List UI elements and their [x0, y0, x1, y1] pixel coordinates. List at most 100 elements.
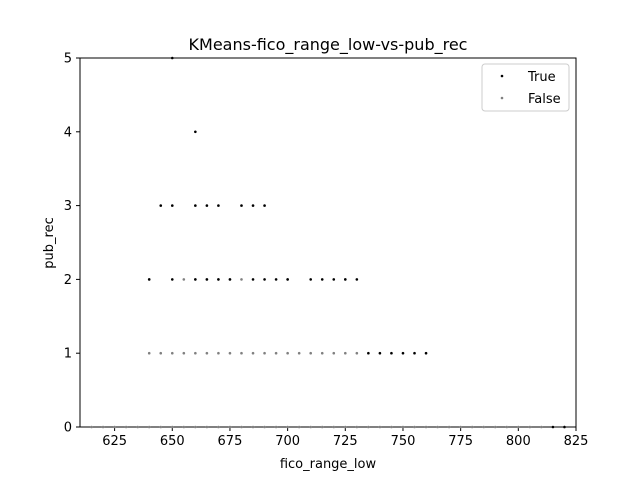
data-point-false — [297, 425, 301, 429]
data-point-false — [297, 351, 301, 355]
data-point-false — [332, 351, 336, 355]
x-tick-label: 825 — [564, 434, 589, 449]
data-point-false — [205, 425, 209, 429]
data-point-false — [424, 425, 428, 429]
data-point-true — [170, 204, 174, 207]
data-point-false — [286, 425, 289, 429]
data-point-false — [367, 425, 370, 429]
data-point-true — [170, 56, 174, 60]
data-point-false — [263, 425, 266, 429]
data-point-false — [240, 425, 243, 429]
data-point-true — [332, 278, 336, 281]
data-point-false — [344, 425, 347, 429]
x-axis-label: fico_range_low — [280, 457, 377, 472]
data-point-false — [194, 351, 197, 355]
data-point-false — [182, 425, 186, 429]
chart-title: KMeans-fico_range_low-vs-pub_rec — [189, 35, 468, 55]
data-point-true — [194, 278, 197, 281]
data-point-true — [251, 204, 255, 207]
x-tick-label: 775 — [448, 434, 473, 449]
data-point-true — [309, 278, 312, 281]
data-point-false — [274, 425, 278, 429]
data-point-true — [355, 278, 359, 281]
data-point-false — [274, 351, 278, 355]
data-point-false — [517, 425, 520, 429]
data-point-true — [401, 351, 405, 355]
data-point-false — [170, 425, 174, 429]
data-point-false — [217, 425, 220, 429]
y-tick-label: 1 — [64, 347, 72, 362]
x-axis-ticks: 625 650 675 700 725 750 775 800 825 — [102, 427, 588, 449]
data-point-false — [528, 425, 532, 429]
data-point-false — [240, 351, 243, 355]
x-tick-label: 700 — [275, 434, 300, 449]
data-point-false — [332, 425, 336, 429]
data-point-false — [228, 351, 232, 355]
data-point-true — [274, 278, 278, 281]
data-point-false — [251, 351, 255, 355]
data-point-true — [194, 130, 197, 134]
data-point-false — [90, 425, 93, 429]
x-tick-label: 625 — [102, 434, 127, 449]
data-point-false — [401, 425, 405, 429]
data-point-true — [147, 278, 151, 281]
x-tick-label: 650 — [160, 434, 185, 449]
data-point-false — [320, 351, 324, 355]
data-point-false — [390, 425, 393, 429]
data-point-false — [309, 425, 312, 429]
data-point-false — [309, 351, 312, 355]
legend-marker-false — [500, 96, 504, 100]
x-tick-label: 800 — [506, 434, 531, 449]
data-point-false — [194, 425, 197, 429]
data-point-false — [217, 351, 220, 355]
data-point-false — [344, 351, 347, 355]
x-tick-label: 675 — [218, 434, 243, 449]
x-tick-label: 725 — [333, 434, 358, 449]
data-point-true — [205, 204, 209, 207]
data-point-true — [551, 425, 555, 429]
legend-label-false: False — [528, 92, 561, 107]
data-point-false — [159, 351, 163, 355]
data-point-true — [413, 351, 416, 355]
data-point-true — [344, 278, 347, 281]
data-point-true — [563, 425, 566, 429]
data-point-true — [228, 278, 232, 281]
y-tick-label: 2 — [64, 273, 72, 288]
data-point-true — [286, 278, 289, 281]
y-tick-label: 0 — [64, 421, 72, 436]
data-point-false — [113, 425, 116, 429]
data-point-false — [159, 425, 163, 429]
data-point-false — [505, 425, 509, 429]
legend-marker-true — [500, 74, 504, 78]
data-point-false — [263, 351, 266, 355]
data-point-true — [170, 278, 174, 281]
y-tick-label: 5 — [64, 52, 72, 67]
legend-label-true: True — [527, 70, 556, 85]
data-point-true — [217, 204, 220, 207]
data-point-false — [459, 425, 462, 429]
y-axis-label: pub_rec — [42, 217, 57, 268]
data-point-false — [320, 425, 324, 429]
data-point-false — [413, 425, 416, 429]
y-axis-ticks: 0 1 2 3 4 5 — [64, 52, 80, 436]
data-point-false — [205, 351, 209, 355]
data-point-false — [124, 425, 128, 429]
data-point-true — [251, 278, 255, 281]
data-point-false — [286, 351, 289, 355]
data-point-true — [205, 278, 209, 281]
data-point-false — [355, 351, 359, 355]
data-point-false — [378, 425, 382, 429]
data-point-true — [240, 204, 243, 207]
data-point-false — [170, 351, 174, 355]
data-point-true — [367, 351, 370, 355]
data-point-true — [263, 204, 266, 207]
data-point-false — [136, 425, 139, 429]
data-point-false — [355, 425, 359, 429]
data-point-true — [390, 351, 393, 355]
data-point-false — [240, 278, 243, 281]
data-point-false — [147, 425, 151, 429]
data-point-false — [493, 425, 497, 429]
data-point-false — [447, 425, 451, 429]
data-point-false — [147, 351, 151, 355]
